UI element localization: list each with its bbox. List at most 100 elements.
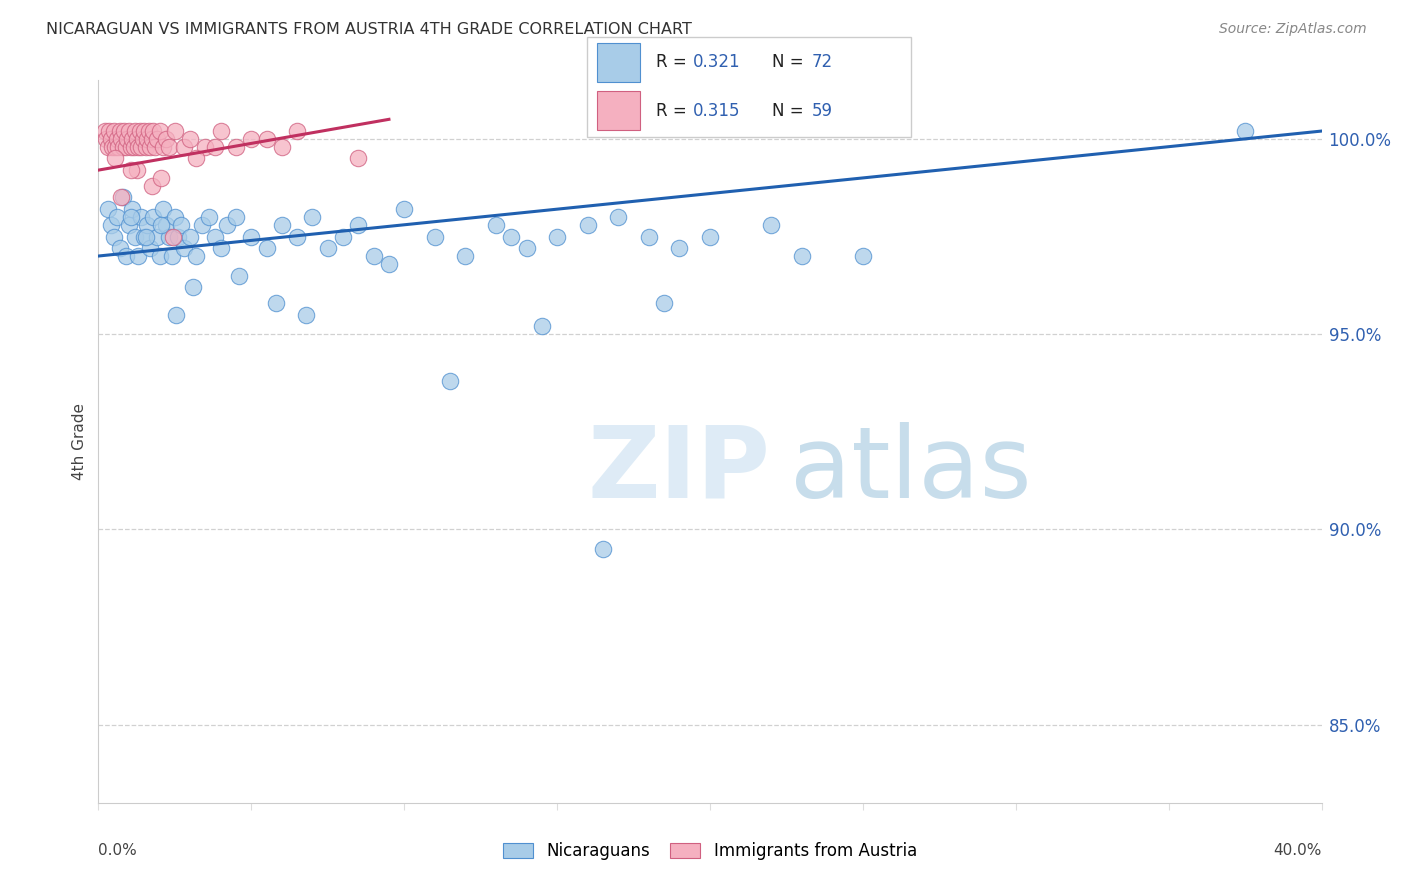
Point: [392, 202, 416, 216]
Point: [852, 249, 875, 263]
Point: [136, 132, 159, 146]
Point: [256, 132, 278, 146]
Point: [652, 296, 675, 310]
FancyBboxPatch shape: [596, 43, 640, 82]
Point: [285, 229, 308, 244]
Point: [127, 139, 149, 153]
Point: [516, 241, 538, 255]
Point: [132, 132, 155, 146]
Text: R =: R =: [657, 54, 692, 71]
Point: [141, 178, 163, 193]
Y-axis label: 4th Grade: 4th Grade: [72, 403, 87, 480]
Point: [125, 163, 148, 178]
Point: [668, 241, 690, 255]
Point: [530, 319, 553, 334]
Point: [124, 124, 146, 138]
Point: [108, 124, 131, 138]
Point: [120, 163, 142, 178]
Point: [107, 139, 129, 153]
Point: [454, 249, 477, 263]
Point: [179, 229, 201, 244]
Point: [134, 229, 156, 244]
Point: [122, 139, 145, 153]
Point: [209, 241, 232, 255]
Text: Source: ZipAtlas.com: Source: ZipAtlas.com: [1219, 22, 1367, 37]
Point: [197, 210, 219, 224]
Point: [152, 139, 174, 153]
Point: [270, 139, 294, 153]
Text: N =: N =: [772, 102, 808, 120]
Point: [134, 124, 156, 138]
Point: [240, 229, 263, 244]
Point: [162, 229, 184, 244]
Point: [97, 202, 120, 216]
FancyBboxPatch shape: [596, 91, 640, 130]
Point: [592, 541, 614, 556]
Point: [316, 241, 339, 255]
Point: [125, 132, 148, 146]
Point: [228, 268, 250, 283]
Text: 40.0%: 40.0%: [1274, 843, 1322, 857]
Point: [485, 218, 508, 232]
Point: [167, 229, 190, 244]
Point: [209, 124, 232, 138]
Point: [576, 218, 599, 232]
Point: [129, 139, 152, 153]
Point: [163, 124, 186, 138]
Legend: Nicaraguans, Immigrants from Austria: Nicaraguans, Immigrants from Austria: [496, 836, 924, 867]
Text: R =: R =: [657, 102, 692, 120]
Point: [256, 241, 278, 255]
Point: [103, 124, 125, 138]
Point: [129, 210, 152, 224]
Point: [186, 249, 208, 263]
Point: [139, 139, 162, 153]
Point: [170, 218, 193, 232]
Point: [145, 132, 167, 146]
Point: [117, 132, 139, 146]
Point: [301, 210, 323, 224]
Point: [98, 124, 121, 138]
Point: [150, 218, 173, 232]
Point: [108, 241, 131, 255]
Point: [124, 229, 146, 244]
Point: [155, 132, 177, 146]
Text: 59: 59: [811, 102, 832, 120]
Point: [110, 190, 132, 204]
Point: [240, 132, 263, 146]
Point: [546, 229, 568, 244]
Point: [761, 218, 783, 232]
Point: [332, 229, 354, 244]
Text: atlas: atlas: [790, 422, 1031, 519]
Point: [155, 218, 177, 232]
Point: [295, 308, 318, 322]
Point: [204, 139, 226, 153]
Point: [111, 190, 134, 204]
Point: [150, 170, 173, 185]
Point: [100, 132, 122, 146]
Point: [93, 124, 115, 138]
Point: [111, 139, 134, 153]
Point: [157, 229, 180, 244]
Point: [121, 202, 143, 216]
Point: [104, 152, 127, 166]
Point: [160, 249, 183, 263]
Point: [191, 218, 214, 232]
Point: [439, 374, 461, 388]
Point: [173, 139, 195, 153]
Point: [139, 241, 162, 255]
Point: [138, 124, 160, 138]
Point: [128, 124, 150, 138]
Point: [225, 139, 247, 153]
Point: [270, 218, 294, 232]
Point: [607, 210, 630, 224]
Point: [145, 229, 167, 244]
Point: [264, 296, 287, 310]
Point: [152, 202, 174, 216]
Point: [637, 229, 661, 244]
Point: [120, 210, 142, 224]
Point: [790, 249, 813, 263]
Point: [120, 139, 142, 153]
Point: [104, 139, 127, 153]
Point: [135, 139, 157, 153]
Point: [163, 210, 186, 224]
